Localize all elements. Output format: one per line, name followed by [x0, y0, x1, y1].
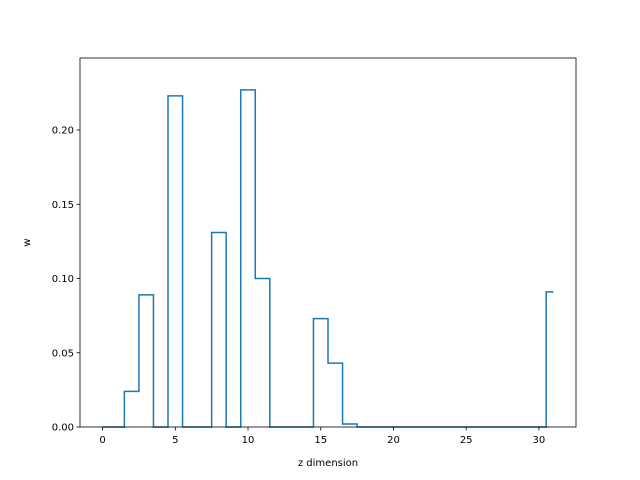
axes-frame — [79, 57, 577, 428]
y-tick-label: 0.05 — [52, 348, 74, 359]
x-tick-label: 5 — [172, 435, 178, 446]
plot-area — [79, 57, 577, 428]
x-tick-label: 25 — [460, 435, 473, 446]
x-tick-label: 20 — [387, 435, 400, 446]
y-tick-label: 0.20 — [52, 126, 74, 137]
x-axis-label: z dimension — [298, 458, 358, 469]
x-tick-label: 0 — [99, 435, 105, 446]
x-tick-label: 15 — [314, 435, 327, 446]
y-tick-label: 0.10 — [52, 274, 74, 285]
y-tick-label: 0.15 — [52, 200, 74, 211]
x-axis-ticks: 0 5 10 15 20 25 30 — [99, 427, 545, 446]
y-tick-label: 0.00 — [52, 423, 74, 434]
x-tick-label: 30 — [533, 435, 546, 446]
x-tick-label: 10 — [242, 435, 255, 446]
y-axis-label: w — [22, 238, 33, 246]
y-axis-ticks: 0.00 0.05 0.10 0.15 0.20 — [52, 126, 80, 434]
